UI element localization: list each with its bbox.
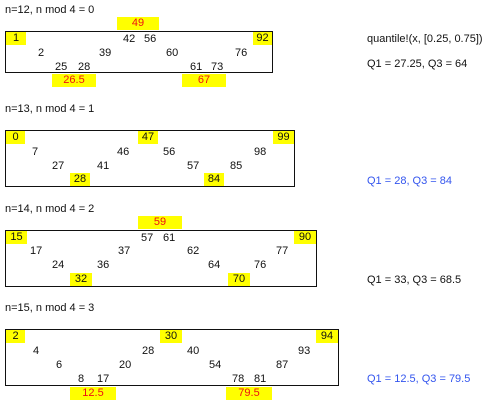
- data-value: 61: [190, 61, 203, 73]
- data-value: 61: [163, 232, 176, 244]
- data-value: 20: [119, 359, 132, 371]
- data-value: 17: [30, 245, 43, 257]
- data-value: 37: [118, 245, 131, 257]
- median-highlight: [138, 216, 182, 229]
- max-value: 94: [320, 330, 334, 342]
- min-value: 1: [12, 32, 20, 44]
- data-value: 36: [97, 259, 110, 271]
- median-value: 59: [153, 216, 167, 228]
- data-value: 25: [55, 61, 68, 73]
- data-value: 28: [78, 61, 91, 73]
- q1-highlight: [52, 74, 96, 87]
- data-value: 41: [97, 160, 110, 172]
- data-value: 73: [211, 61, 224, 73]
- data-box: [5, 31, 273, 73]
- data-value: 24: [52, 259, 65, 271]
- quartile-result-note: Q1 = 12.5, Q3 = 79.5: [367, 373, 471, 385]
- data-value: 85: [230, 160, 243, 172]
- min-highlight: [6, 330, 25, 343]
- median-value: 47: [141, 131, 155, 143]
- data-value: 7: [32, 146, 39, 158]
- min-value: 15: [10, 231, 23, 243]
- q1-highlight: [70, 173, 90, 186]
- q1-highlight: [70, 387, 116, 400]
- data-value: 2: [38, 47, 45, 59]
- median-highlight: [117, 17, 159, 30]
- data-value: 76: [235, 47, 248, 59]
- section-title: n=12, n mod 4 = 0: [5, 4, 95, 16]
- q1-highlight: [70, 273, 92, 286]
- data-value: 64: [208, 259, 221, 271]
- min-highlight: [6, 32, 26, 45]
- max-highlight: [316, 330, 338, 343]
- data-value: 57: [141, 232, 154, 244]
- quartile-result-note: Q1 = 28, Q3 = 84: [367, 175, 453, 187]
- q3-highlight: [226, 387, 272, 400]
- data-value: 27: [52, 160, 65, 172]
- min-highlight: [6, 131, 25, 144]
- data-value: 28: [142, 345, 155, 357]
- median-highlight: [160, 330, 182, 343]
- q3-highlight: [182, 74, 226, 87]
- data-value: 42: [123, 33, 136, 45]
- q3-highlight: [204, 173, 224, 186]
- data-value: 17: [97, 373, 110, 385]
- q3-value: 70: [232, 273, 246, 285]
- q3-value: 84: [207, 173, 221, 185]
- min-value: 0: [12, 131, 19, 143]
- data-value: 62: [187, 245, 200, 257]
- data-value: 56: [144, 33, 157, 45]
- section-title: n=14, n mod 4 = 2: [5, 203, 95, 215]
- data-value: 8: [78, 373, 85, 385]
- data-value: 40: [187, 345, 200, 357]
- data-value: 46: [117, 146, 130, 158]
- data-value: 98: [254, 146, 267, 158]
- data-value: 76: [254, 259, 267, 271]
- data-box: [5, 130, 295, 187]
- q1-value: 28: [73, 173, 87, 185]
- data-value: 57: [187, 160, 200, 172]
- data-value: 87: [276, 359, 289, 371]
- max-highlight: [273, 131, 294, 144]
- data-value: 56: [163, 146, 176, 158]
- max-highlight: [253, 32, 272, 45]
- median-value: 30: [164, 330, 178, 342]
- max-highlight: [294, 231, 316, 244]
- min-value: 2: [12, 330, 19, 342]
- data-value: 6: [56, 359, 63, 371]
- quartile-result-note: Q1 = 33, Q3 = 68.5: [367, 274, 462, 286]
- q1-value: 32: [74, 273, 88, 285]
- section-title: n=15, n mod 4 = 3: [5, 302, 95, 314]
- data-box: [5, 329, 339, 386]
- data-value: 60: [166, 47, 179, 59]
- section-title: n=13, n mod 4 = 1: [5, 103, 95, 115]
- q3-value: 79.5: [238, 387, 260, 399]
- median-value: 49: [131, 17, 145, 29]
- q1-value: 12.5: [82, 387, 104, 399]
- data-box: [5, 230, 317, 287]
- function-call-note: quantile!(x, [0.25, 0.75]): [367, 33, 483, 45]
- data-value: 54: [209, 359, 222, 371]
- max-value: 92: [256, 32, 269, 44]
- min-highlight: [6, 231, 27, 244]
- data-value: 78: [232, 373, 245, 385]
- q1-value: 26.5: [63, 74, 85, 86]
- q3-highlight: [228, 273, 250, 286]
- data-value: 39: [99, 47, 112, 59]
- data-value: 4: [33, 345, 40, 357]
- max-value: 90: [298, 231, 312, 243]
- q3-value: 67: [197, 74, 211, 86]
- data-value: 81: [254, 373, 267, 385]
- median-highlight: [138, 131, 158, 144]
- quartile-result-note: Q1 = 27.25, Q3 = 64: [367, 58, 468, 70]
- data-value: 93: [298, 345, 311, 357]
- data-value: 77: [276, 245, 289, 257]
- max-value: 99: [277, 131, 290, 143]
